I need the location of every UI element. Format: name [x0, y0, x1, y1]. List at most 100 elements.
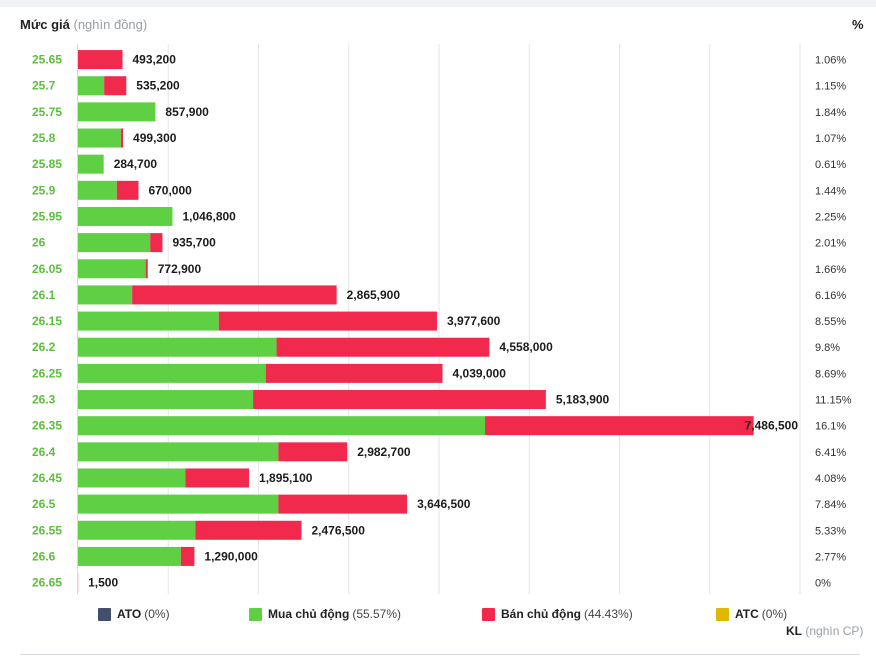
price-tick-label: 25.7	[32, 79, 56, 93]
legend-ato-pct: (0%)	[144, 607, 170, 621]
sell-bar	[145, 259, 148, 279]
sell-bar	[78, 50, 123, 70]
percent-label: 1.06%	[815, 55, 846, 67]
percent-label: 0.61%	[815, 159, 846, 171]
price-tick-label: 25.85	[32, 157, 62, 171]
percent-label: 1.15%	[815, 81, 846, 93]
total-volume-label: 857,900	[165, 105, 209, 119]
buy-bar	[78, 442, 279, 462]
percent-label: 11.15%	[815, 395, 852, 407]
sell-bar	[278, 442, 348, 462]
buy-bar	[78, 206, 173, 226]
total-volume-label: 4,039,000	[453, 366, 507, 380]
top-band	[0, 0, 876, 7]
buy-bar	[78, 390, 254, 410]
percent-label: 7.84%	[815, 499, 846, 511]
percent-label: 5.33%	[815, 525, 846, 537]
total-volume-label: 3,646,500	[417, 497, 471, 511]
percent-label: 4.08%	[815, 473, 846, 485]
price-tick-label: 26.3	[32, 393, 56, 407]
legend-atc-label: ATC	[735, 607, 759, 621]
legend-sell[interactable]: Bán chủ động (44.43%)	[482, 607, 633, 621]
percent-label: 2.01%	[815, 238, 846, 250]
percent-label: 0%	[815, 578, 831, 590]
sell-bar	[150, 233, 163, 253]
total-volume-label: 772,900	[158, 262, 202, 276]
percent-axis-title: %	[852, 17, 864, 32]
bottom-divider	[20, 654, 860, 655]
sell-bar	[132, 285, 337, 305]
buy-bar	[78, 180, 117, 200]
price-tick-label: 26.5	[32, 497, 56, 511]
percent-label: 9.8%	[815, 342, 840, 354]
volume-unit: (nghìn CP)	[805, 624, 864, 638]
percent-label: 6.41%	[815, 447, 846, 459]
total-volume-label: 284,700	[114, 157, 158, 171]
legend-buy[interactable]: Mua chủ động (55.57%)	[249, 607, 401, 621]
legend-buy-swatch	[249, 607, 262, 621]
percent-label: 8.55%	[815, 316, 846, 328]
sell-bar	[276, 337, 490, 357]
buy-bar	[78, 416, 486, 436]
price-tick-label: 26.2	[32, 340, 56, 354]
total-volume-label: 670,000	[148, 183, 192, 197]
sell-bar	[265, 363, 443, 383]
price-tick-label: 25.9	[32, 183, 56, 197]
legend-atc[interactable]: ATC (0%)	[716, 607, 787, 621]
percent-label: 1.84%	[815, 107, 846, 119]
percent-label: 6.16%	[815, 290, 846, 302]
sell-bar	[180, 546, 195, 566]
buy-bar	[78, 546, 181, 566]
percent-label: 1.07%	[815, 133, 846, 145]
percent-label: 2.77%	[815, 551, 846, 563]
total-volume-label: 535,200	[136, 79, 180, 93]
buy-bar	[78, 259, 146, 279]
total-volume-label: 2,865,900	[347, 288, 401, 302]
buy-bar	[78, 494, 279, 514]
buy-bar	[78, 154, 104, 174]
percent-label: 1.44%	[815, 185, 846, 197]
sell-bar	[253, 390, 546, 410]
total-volume-label: 4,558,000	[499, 340, 553, 354]
price-tick-label: 26.1	[32, 288, 56, 302]
sell-bar	[218, 311, 437, 331]
sell-bar	[485, 416, 754, 436]
price-tick-label: 26.6	[32, 549, 56, 563]
volume-label: KL	[786, 624, 802, 638]
price-tick-label: 25.95	[32, 209, 62, 223]
total-volume-label: 5,183,900	[556, 393, 610, 407]
buy-bar	[78, 468, 186, 488]
sell-bar	[185, 468, 250, 488]
percent-label: 2.25%	[815, 211, 846, 223]
price-unit: (nghìn đồng)	[73, 17, 148, 32]
legend-atc-swatch	[716, 607, 729, 621]
price-tick-label: 25.8	[32, 131, 56, 145]
legend-ato-swatch	[98, 607, 111, 621]
total-volume-label: 1,290,000	[204, 549, 258, 563]
percent-label: 8.69%	[815, 368, 846, 380]
sell-bar	[120, 128, 124, 148]
buy-bar	[78, 128, 121, 148]
price-tick-label: 26.05	[32, 262, 62, 276]
buy-bar	[78, 285, 133, 305]
percent-label: 1.66%	[815, 264, 846, 276]
sell-bar	[104, 76, 127, 96]
buy-bar	[78, 76, 105, 96]
price-tick-label: 26.15	[32, 314, 62, 328]
buy-bar	[78, 102, 156, 122]
legend-sell-pct: (44.43%)	[584, 607, 633, 621]
buy-bar	[78, 311, 219, 331]
legend-ato-label: ATO	[117, 607, 142, 621]
legend-sell-swatch	[482, 607, 495, 621]
total-volume-label: 1,046,800	[182, 209, 236, 223]
legend-buy-label: Mua chủ động	[268, 607, 350, 621]
percent-label: 16.1%	[815, 421, 846, 433]
total-volume-label: 1,895,100	[259, 471, 313, 485]
legend-ato[interactable]: ATO (0%)	[98, 607, 170, 621]
price-tick-label: 25.75	[32, 105, 62, 119]
price-tick-label: 26.55	[32, 523, 62, 537]
sell-bar	[116, 180, 139, 200]
price-tick-label: 26.35	[32, 419, 62, 433]
sell-bar	[195, 520, 302, 540]
price-axis-title: Mức giá (nghìn đồng)	[20, 17, 147, 32]
